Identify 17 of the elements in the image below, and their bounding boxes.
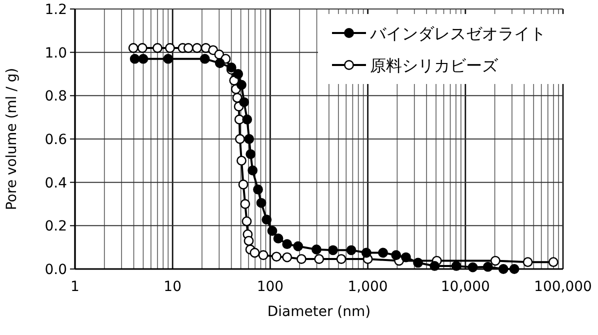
x-tick-label: 10	[164, 279, 182, 295]
x-tick-label: 100,000	[534, 279, 592, 295]
x-tick-label: 10,000	[440, 279, 490, 295]
y-tick-label: 1.0	[44, 45, 67, 62]
x-tick-label: 1,000	[348, 279, 388, 295]
legend-label: 原料シリカビーズ	[370, 56, 499, 75]
y-tick-label: 1.2	[44, 2, 67, 18]
x-axis-title: Diameter (nm)	[267, 304, 371, 320]
x-tick-label: 1	[70, 279, 80, 295]
y-tick-label: 0.2	[44, 218, 67, 235]
y-tick-label: 0.4	[44, 175, 68, 192]
y-tick-label: 0.6	[44, 132, 68, 148]
y-axis-title: Pore volume (ml / g)	[4, 68, 20, 210]
legend-label: バインダレスゼオライト	[369, 24, 546, 43]
y-tick-label: 0.8	[44, 88, 67, 105]
x-tick-label: 100	[256, 279, 284, 295]
y-tick-label: 0.0	[44, 262, 67, 278]
